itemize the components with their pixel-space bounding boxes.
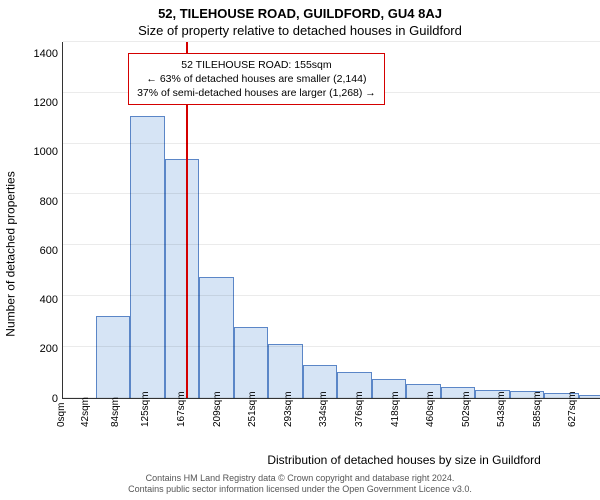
page-title: 52, TILEHOUSE ROAD, GUILDFORD, GU4 8AJ	[0, 6, 600, 21]
y-axis-ticks: 1400120010008006004002000	[22, 42, 62, 399]
info-box-line-3: 37% of semi-detached houses are larger (…	[137, 86, 376, 100]
title-block: 52, TILEHOUSE ROAD, GUILDFORD, GU4 8AJ S…	[0, 0, 600, 38]
plot-column: 1400120010008006004002000 52 TILEHOUSE R…	[22, 42, 600, 467]
x-axis-ticks: 0sqm42sqm84sqm125sqm167sqm209sqm251sqm29…	[62, 399, 600, 451]
y-tick: 600	[40, 245, 58, 257]
histogram-bar	[234, 327, 269, 398]
histogram-bar	[130, 116, 165, 398]
gridline	[63, 244, 600, 245]
y-tick: 800	[40, 196, 58, 208]
x-axis-label: Distribution of detached houses by size …	[22, 453, 600, 467]
plot-area: 52 TILEHOUSE ROAD: 155sqm ← 63% of detac…	[62, 42, 600, 399]
plot-row: 1400120010008006004002000 52 TILEHOUSE R…	[22, 42, 600, 399]
histogram-bar	[165, 159, 200, 398]
page-subtitle: Size of property relative to detached ho…	[0, 23, 600, 38]
histogram-bar	[268, 344, 303, 397]
histogram-bar	[96, 316, 131, 397]
y-tick: 1200	[34, 97, 58, 109]
info-box-line-1: 52 TILEHOUSE ROAD: 155sqm	[137, 58, 376, 72]
y-tick: 200	[40, 343, 58, 355]
y-tick: 1400	[34, 48, 58, 60]
gridline	[63, 193, 600, 194]
footer-text: Contains HM Land Registry data © Crown c…	[0, 473, 600, 496]
x-tick: 627sqm	[573, 399, 600, 451]
y-tick: 400	[40, 294, 58, 306]
gridline	[63, 143, 600, 144]
footer-line-1: Contains HM Land Registry data © Crown c…	[0, 473, 600, 485]
y-axis-label: Number of detached properties	[4, 172, 18, 337]
y-axis-label-wrap: Number of detached properties	[0, 42, 22, 467]
gridline	[63, 41, 600, 42]
chart-container: 52, TILEHOUSE ROAD, GUILDFORD, GU4 8AJ S…	[0, 0, 600, 500]
gridline	[63, 346, 600, 347]
info-box: 52 TILEHOUSE ROAD: 155sqm ← 63% of detac…	[128, 53, 385, 106]
footer-line-2: Contains public sector information licen…	[0, 484, 600, 496]
y-tick: 1000	[34, 146, 58, 158]
info-box-line-2: ← 63% of detached houses are smaller (2,…	[137, 72, 376, 86]
gridline	[63, 295, 600, 296]
chart-wrap: Number of detached properties 1400 1200 10…	[0, 42, 600, 467]
